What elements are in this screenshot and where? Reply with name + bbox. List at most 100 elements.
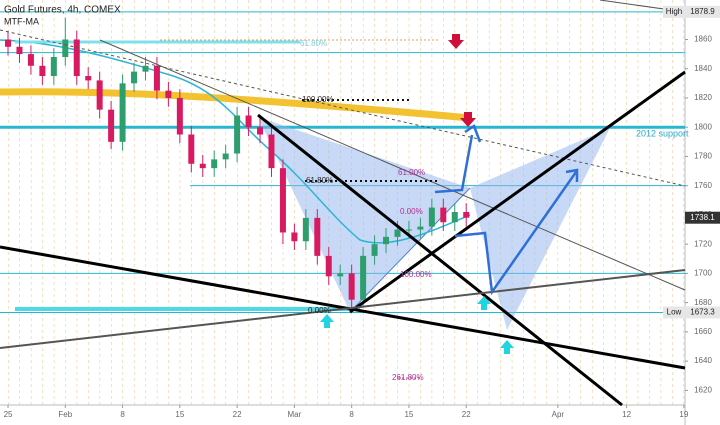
x-tick-label: 19 bbox=[679, 410, 688, 419]
annotation: 0.00% bbox=[400, 207, 423, 216]
y-tick-label: 1780 bbox=[694, 152, 712, 161]
candle-body bbox=[96, 80, 103, 110]
x-tick-label: 8 bbox=[120, 410, 125, 419]
candle-body bbox=[108, 109, 115, 142]
price-tag bbox=[685, 211, 720, 224]
chart-title: Gold Futures, 4h, COMEX bbox=[4, 5, 121, 16]
pattern-shade bbox=[258, 117, 470, 312]
y-tick-label: 1640 bbox=[694, 356, 712, 365]
annotation: 100.00% bbox=[400, 270, 432, 279]
candle-body bbox=[394, 229, 401, 237]
candle-body bbox=[360, 255, 367, 300]
price-tag-value: 1673.3 bbox=[690, 308, 715, 317]
annotation: 61.80% bbox=[300, 39, 327, 48]
candle-body bbox=[176, 97, 183, 135]
annotation: 61.80% bbox=[306, 176, 333, 185]
candle-body bbox=[463, 212, 470, 218]
y-tick-label: 1760 bbox=[694, 181, 712, 190]
x-tick-label: 8 bbox=[349, 410, 354, 419]
candle-body bbox=[188, 134, 195, 164]
x-tick-label: 25 bbox=[4, 410, 13, 419]
x-tick-label: 15 bbox=[404, 410, 413, 419]
trendline bbox=[99, 39, 686, 291]
annotation: 2012 support bbox=[636, 128, 689, 138]
projection bbox=[454, 171, 578, 296]
candle-body bbox=[142, 65, 149, 72]
candle-body bbox=[291, 232, 298, 242]
price-tag-label: Low bbox=[667, 308, 682, 317]
x-tick-label: 22 bbox=[233, 410, 242, 419]
x-tick-label: Mar bbox=[287, 410, 301, 419]
up-arrow bbox=[500, 340, 514, 354]
projection bbox=[434, 134, 474, 194]
price-tag bbox=[685, 5, 720, 18]
y-tick-label: 1820 bbox=[694, 93, 712, 102]
candle-body bbox=[62, 39, 69, 58]
candle-body bbox=[85, 76, 92, 81]
pattern-line bbox=[349, 187, 471, 313]
y-tick-label: 1680 bbox=[694, 298, 712, 307]
candle-body bbox=[371, 244, 378, 256]
x-tick-label: 12 bbox=[622, 410, 631, 419]
candle-body bbox=[325, 255, 332, 277]
price-tag bbox=[685, 306, 720, 319]
y-tick-label: 1620 bbox=[694, 385, 712, 394]
annotation: 61.00% bbox=[398, 168, 425, 177]
candle-body bbox=[348, 273, 355, 300]
candle-body bbox=[16, 46, 23, 55]
y-tick-label: 1720 bbox=[694, 239, 712, 248]
up-arrow bbox=[320, 314, 334, 328]
y-tick-label: 1700 bbox=[694, 269, 712, 278]
candle-body bbox=[199, 163, 206, 169]
candle-body bbox=[153, 65, 160, 91]
trendline bbox=[257, 113, 623, 407]
candle-body bbox=[5, 39, 12, 47]
candle-body bbox=[279, 168, 286, 233]
x-tick-label: Apr bbox=[552, 410, 565, 419]
candle-body bbox=[383, 236, 390, 245]
candle-body bbox=[268, 134, 275, 169]
price-tag-value: 1878.9 bbox=[690, 7, 715, 16]
moving-average bbox=[0, 88, 471, 122]
candle-body bbox=[39, 65, 46, 77]
candle-body bbox=[119, 83, 126, 142]
price-tag-box bbox=[663, 5, 685, 18]
price-tag-box bbox=[663, 306, 685, 319]
annotation: 0.00% bbox=[308, 306, 331, 315]
candle-body bbox=[405, 229, 412, 231]
y-tick-label: 1800 bbox=[694, 122, 712, 131]
price-tag-label: High bbox=[666, 7, 682, 16]
down-arrow bbox=[448, 34, 464, 49]
candle-body bbox=[165, 90, 172, 98]
arrow-head bbox=[464, 124, 482, 143]
x-tick-label: 15 bbox=[175, 410, 184, 419]
y-tick-label: 1840 bbox=[694, 64, 712, 73]
pattern-shade bbox=[470, 128, 610, 330]
trendline bbox=[0, 269, 686, 349]
trendline bbox=[0, 245, 686, 370]
x-tick-label: 22 bbox=[462, 410, 471, 419]
candle-body bbox=[27, 54, 34, 66]
candle-body bbox=[451, 212, 458, 223]
candle-body bbox=[245, 115, 252, 128]
candle-body bbox=[234, 115, 241, 154]
arrow-head bbox=[565, 168, 579, 182]
candle-body bbox=[417, 226, 424, 230]
up-arrow bbox=[477, 296, 491, 310]
down-arrow bbox=[460, 112, 476, 127]
x-tick-label: Feb bbox=[58, 410, 72, 419]
candle-body bbox=[211, 159, 218, 169]
indicator-label: MTF-MA bbox=[4, 16, 39, 26]
moving-average bbox=[0, 39, 471, 244]
candle-body bbox=[73, 39, 80, 77]
price-tag-value: 1738.1 bbox=[690, 213, 715, 222]
annotation: 100.00% bbox=[302, 95, 334, 104]
candle-body bbox=[222, 153, 229, 160]
candle-body bbox=[302, 217, 309, 242]
y-tick-label: 1660 bbox=[694, 327, 712, 336]
candle-body bbox=[337, 273, 344, 277]
candle-body bbox=[50, 57, 57, 77]
candle-body bbox=[257, 127, 264, 135]
annotation: 261.80% bbox=[392, 373, 424, 382]
